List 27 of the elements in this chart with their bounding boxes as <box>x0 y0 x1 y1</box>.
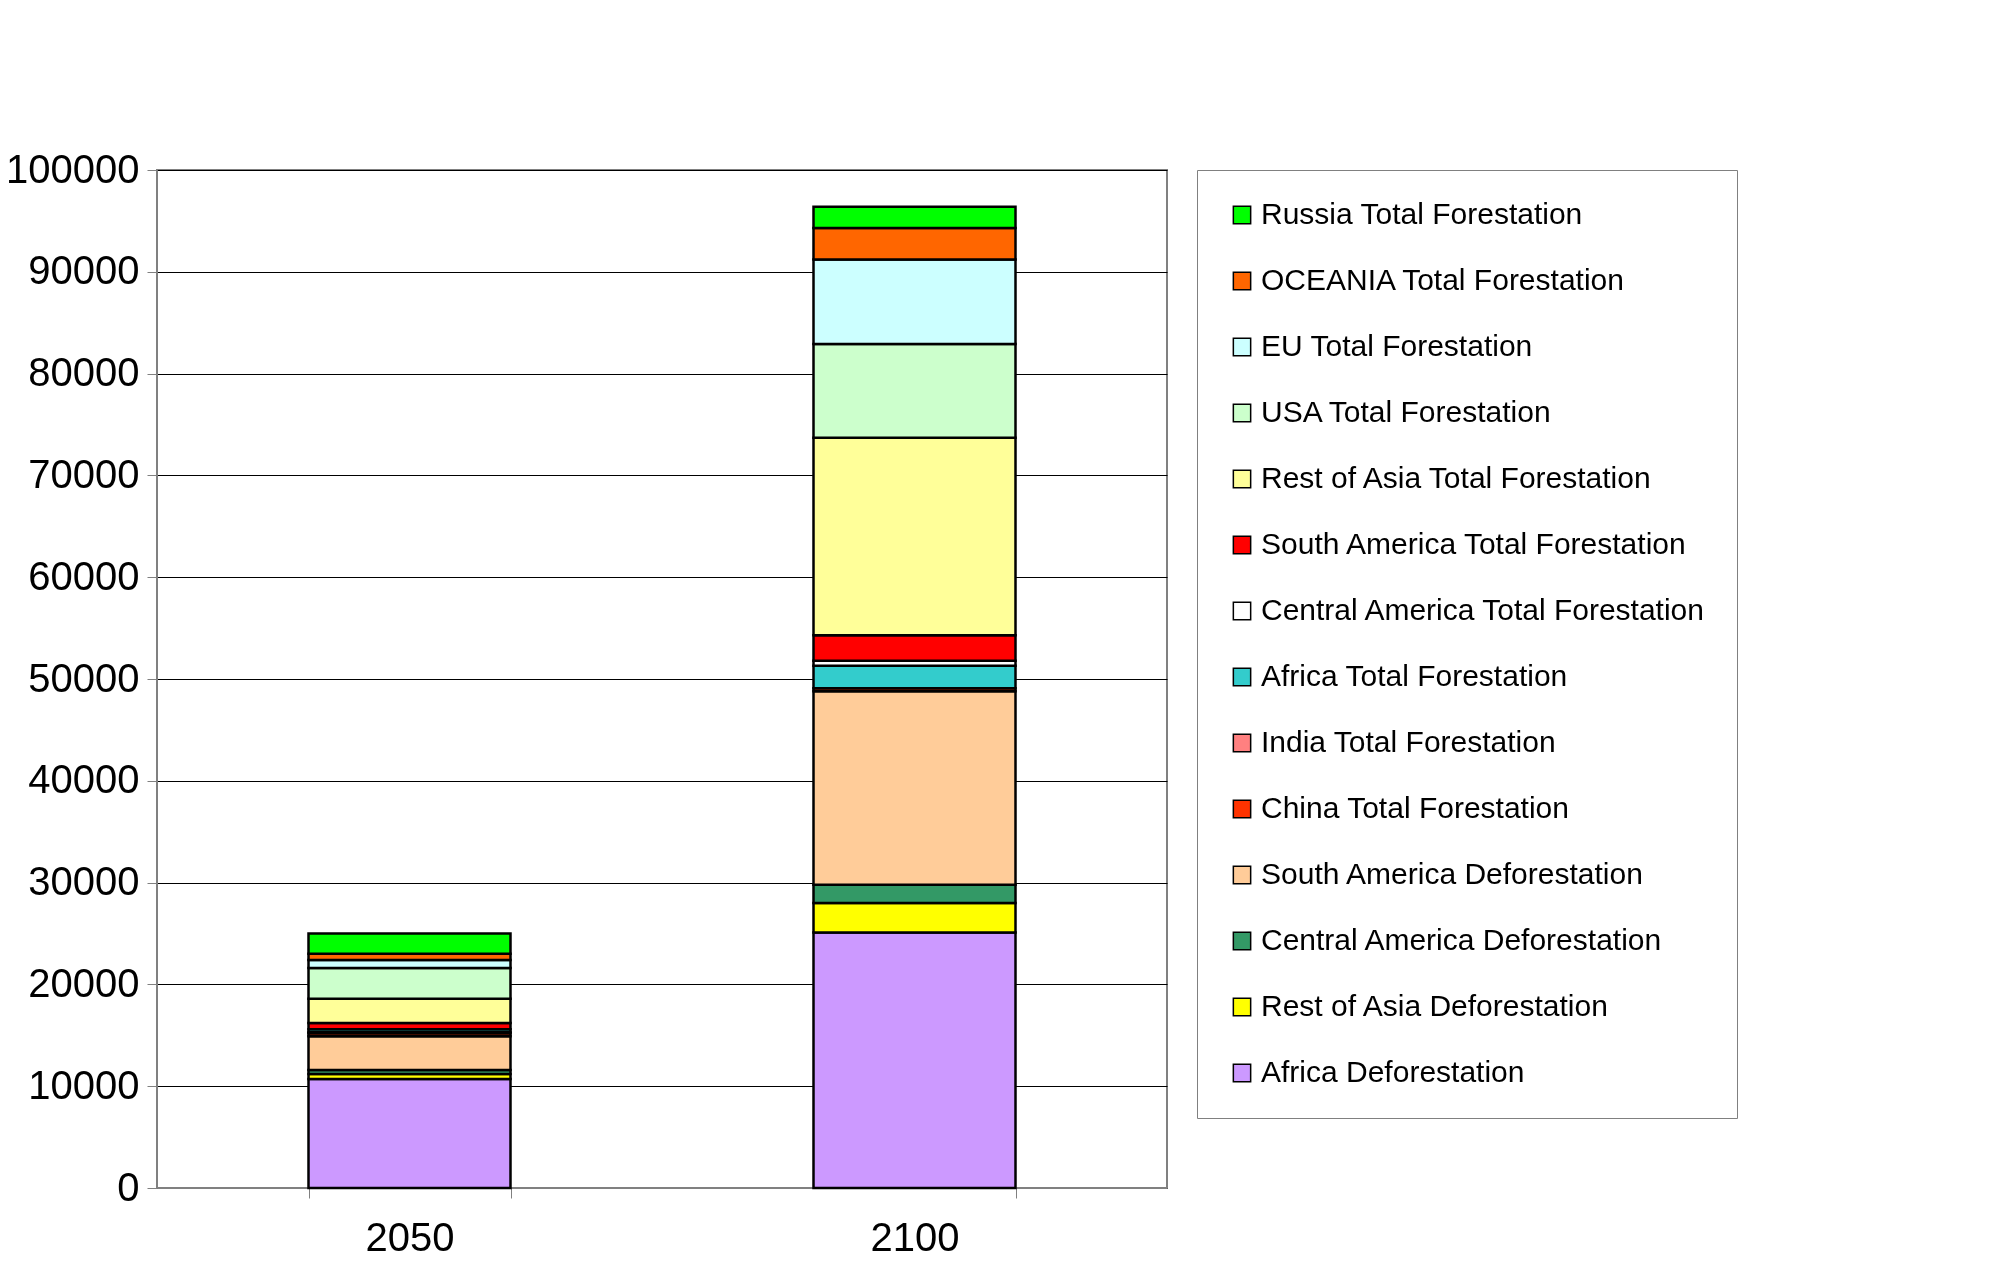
legend-label: EU Total Forestation <box>1261 329 1533 362</box>
y-tick-label: 70000 <box>28 451 140 496</box>
legend-label: India Total Forestation <box>1261 725 1556 758</box>
y-tick-label: 80000 <box>28 350 140 395</box>
legend-label: Russia Total Forestation <box>1261 197 1583 230</box>
y-tick-label: 90000 <box>28 248 140 293</box>
legend-label: South America Deforestation <box>1261 857 1643 890</box>
legend-label: China Total Forestation <box>1261 791 1569 824</box>
legend-label: Africa Total Forestation <box>1261 659 1568 692</box>
y-tick-label: 10000 <box>28 1062 140 1107</box>
x-tick-label: 2100 <box>870 1214 960 1259</box>
y-tick-label: 20000 <box>28 960 140 1005</box>
legend-label: South America Total Forestation <box>1261 527 1686 560</box>
y-tick-label: 60000 <box>28 553 140 598</box>
legend-label: Central America Total Forestation <box>1261 593 1704 626</box>
y-tick-label: 50000 <box>28 655 140 700</box>
y-tick-label: 100000 <box>6 146 140 191</box>
legend-label: Africa Deforestation <box>1261 1055 1525 1088</box>
legend-label: OCEANIA Total Forestation <box>1261 263 1624 296</box>
legend-label: USA Total Forestation <box>1261 395 1551 428</box>
y-tick-label: 30000 <box>28 859 140 904</box>
legend-label: Central America Deforestation <box>1261 923 1662 956</box>
legend-label: Rest of Asia Deforestation <box>1261 989 1608 1022</box>
x-tick-label: 2050 <box>365 1214 455 1259</box>
y-tick-label: 40000 <box>28 757 140 802</box>
legend-label: Rest of Asia Total Forestation <box>1261 461 1651 494</box>
y-tick-label: 0 <box>117 1164 140 1209</box>
